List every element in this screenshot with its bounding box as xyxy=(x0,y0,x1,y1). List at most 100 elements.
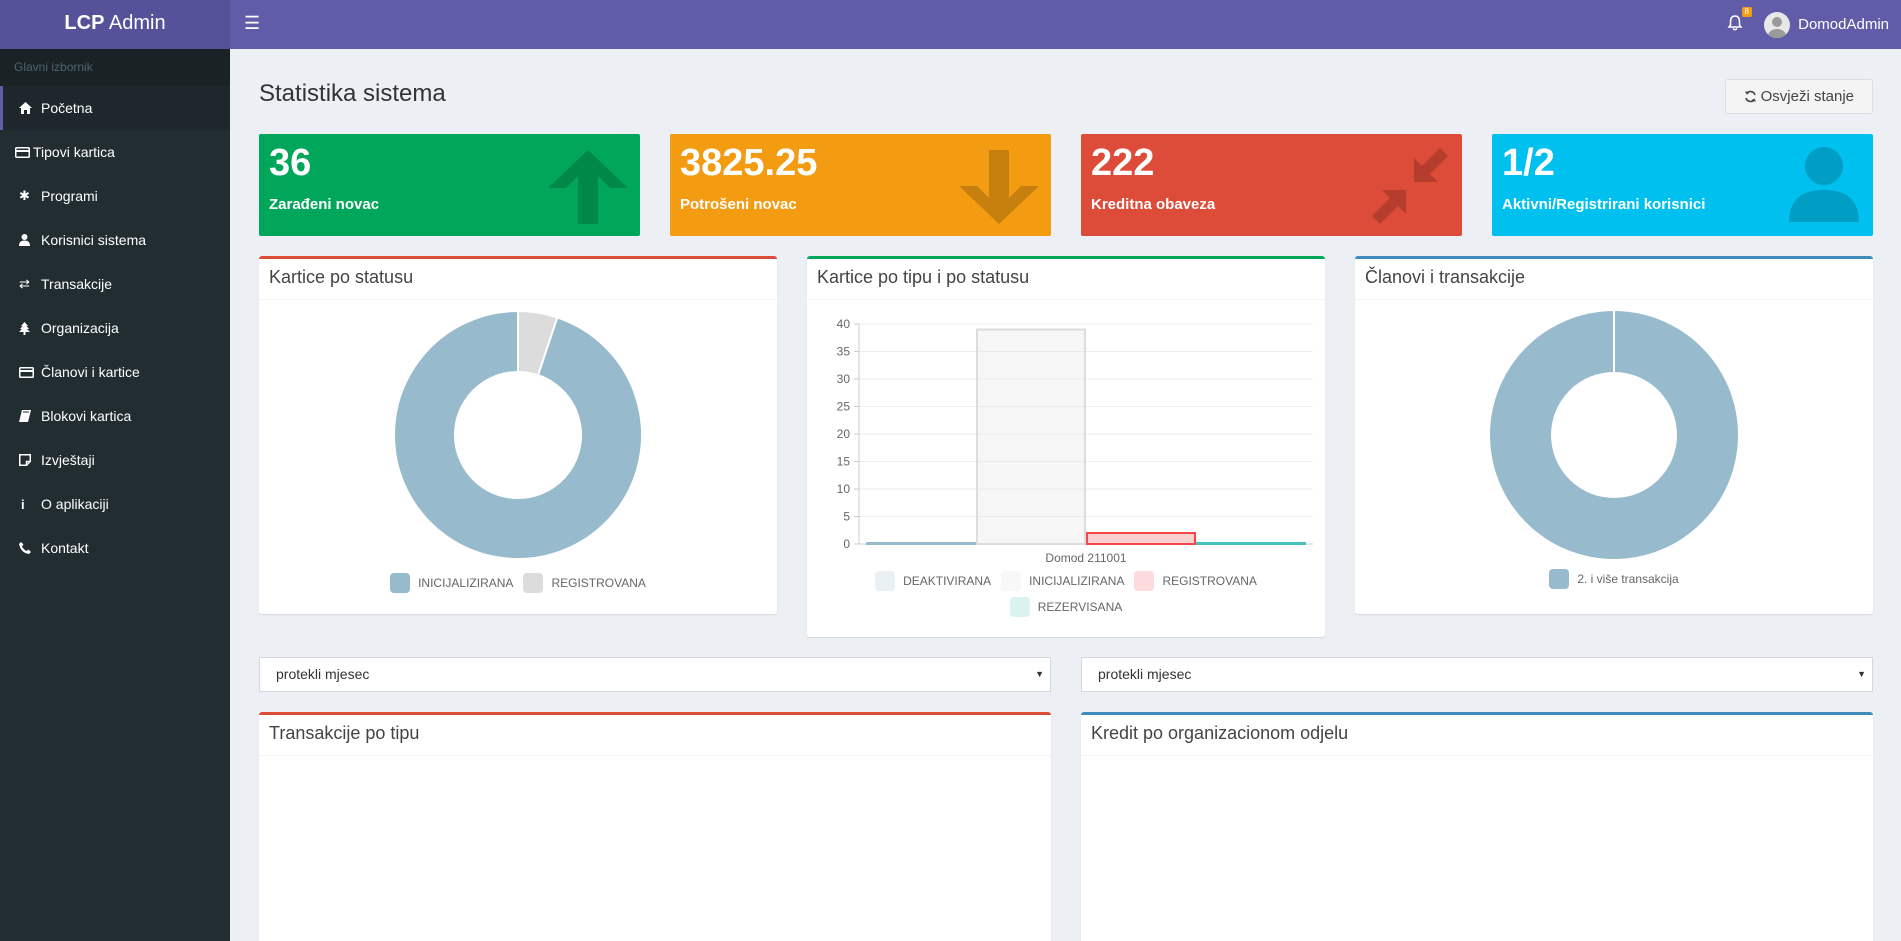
sidebar-item-organizacija[interactable]: Organizacija xyxy=(0,306,230,350)
select-value: protekli mjesec xyxy=(1098,666,1192,682)
stat-value: 36 xyxy=(269,142,312,184)
refresh-button[interactable]: Osvježi stanje xyxy=(1724,79,1873,114)
box-members-transactions: Članovi i transakcije 2. i više transakc… xyxy=(1355,256,1873,614)
sidebar-item-transakcije[interactable]: ⇄ Transakcije xyxy=(0,262,230,306)
tree-icon xyxy=(19,321,41,335)
compress-icon xyxy=(1372,148,1448,224)
box-credit-by-unit: Kredit po organizacionom odjelu xyxy=(1081,712,1873,941)
book-icon xyxy=(19,410,41,422)
user-icon xyxy=(1789,147,1859,222)
sidebar-item-korisnici-sistema[interactable]: Korisnici sistema xyxy=(0,218,230,262)
avatar xyxy=(1764,11,1791,38)
chart-legend: DEAKTIVIRANA INICIJALIZIRANA REGISTROVANA R… xyxy=(807,571,1325,617)
stat-active-users: 1/2 Aktivni/Registrirani korisnici xyxy=(1492,134,1873,236)
sidebar: Glavni izbornik Početna Tipovi kartica ✱… xyxy=(0,49,230,941)
arrow-up-icon xyxy=(548,150,628,224)
refresh-icon xyxy=(1744,90,1756,103)
sidebar-item-label: Blokovi kartica xyxy=(41,408,132,424)
period-select-credit[interactable]: protekli mjesec ▼ xyxy=(1081,657,1873,692)
box-title: Članovi i transakcije xyxy=(1355,259,1873,300)
info-icon: i xyxy=(21,496,25,512)
legend-item: REGISTROVANA xyxy=(1134,571,1257,591)
box-title: Kartice po statusu xyxy=(259,259,777,300)
bar[interactable] xyxy=(866,542,976,545)
sidebar-item-label: Programi xyxy=(41,188,98,204)
caret-down-icon: ▼ xyxy=(1035,669,1044,679)
donut-chart-members-transactions xyxy=(1490,311,1738,559)
period-select-transactions[interactable]: protekli mjesec ▼ xyxy=(259,657,1051,692)
sidebar-item-label: Početna xyxy=(41,100,93,116)
bell-icon xyxy=(1727,15,1743,31)
stat-label: Potrošeni novac xyxy=(680,196,797,213)
asterisk-icon: ✱ xyxy=(19,188,30,203)
box-title: Kredit po organizacionom odjelu xyxy=(1081,715,1873,756)
sidebar-item-label: Izvještaji xyxy=(41,452,95,468)
legend-label: DEAKTIVIRANA xyxy=(903,574,992,588)
stat-label: Aktivni/Registrirani korisnici xyxy=(1502,196,1706,213)
legend-item: REGISTROVANA xyxy=(523,573,646,593)
sidebar-item-o-aplikaciji[interactable]: i O aplikaciji xyxy=(0,482,230,526)
y-tick-label: 10 xyxy=(837,482,851,496)
stat-label: Kreditna obaveza xyxy=(1091,196,1216,213)
y-tick-label: 35 xyxy=(837,345,851,359)
sidebar-item-label: O aplikaciji xyxy=(41,496,109,512)
bar[interactable] xyxy=(976,328,1086,545)
bar[interactable] xyxy=(1196,542,1306,545)
stat-value: 3825.25 xyxy=(680,142,818,184)
legend-item: INICIJALIZIRANA xyxy=(390,573,513,593)
y-tick-label: 5 xyxy=(843,510,850,524)
legend-label: REGISTROVANA xyxy=(551,576,646,590)
logo-bold: LCP xyxy=(64,12,105,34)
sticky-note-icon xyxy=(19,454,41,466)
legend-label: REGISTROVANA xyxy=(1162,574,1257,588)
y-tick-label: 0 xyxy=(843,537,850,551)
username: DomodAdmin xyxy=(1798,16,1889,33)
legend-swatch xyxy=(1001,571,1022,591)
sidebar-item-label: Tipovi kartica xyxy=(33,144,115,160)
credit-card-icon xyxy=(19,366,41,378)
stat-value: 222 xyxy=(1091,142,1155,184)
stat-value: 1/2 xyxy=(1502,142,1555,184)
stat-earned-money: 36 Zarađeni novac xyxy=(259,134,640,236)
legend-label: REZERVISANA xyxy=(1037,600,1123,614)
sidebar-item-label: Korisnici sistema xyxy=(41,232,147,248)
app-logo[interactable]: LCP Admin xyxy=(0,0,230,49)
credit-card-icon xyxy=(15,146,33,158)
sidebar-item-programi[interactable]: ✱ Programi xyxy=(0,174,230,218)
sidebar-item-izvjestaji[interactable]: Izvještaji xyxy=(0,438,230,482)
user-menu[interactable]: DomodAdmin xyxy=(1764,0,1889,49)
y-tick-label: 15 xyxy=(837,455,851,469)
caret-down-icon: ▼ xyxy=(1857,669,1866,679)
legend-swatch xyxy=(1549,569,1570,589)
stat-spent-money: 3825.25 Potrošeni novac xyxy=(670,134,1051,236)
sidebar-item-blokovi-kartica[interactable]: Blokovi kartica xyxy=(0,394,230,438)
pie-slice[interactable] xyxy=(517,309,559,377)
sidebar-item-tipovi-kartica[interactable]: Tipovi kartica xyxy=(0,130,230,174)
sidebar-item-clanovi-i-kartice[interactable]: Članovi i kartice xyxy=(0,350,230,394)
logo-text: Admin xyxy=(104,12,166,34)
exchange-icon: ⇄ xyxy=(19,276,30,291)
x-tick-label: Domod 211001 xyxy=(1045,551,1126,565)
legend-label: INICIJALIZIRANA xyxy=(1029,574,1125,588)
sidebar-item-kontakt[interactable]: Kontakt xyxy=(0,526,230,570)
sidebar-item-label: Kontakt xyxy=(41,540,89,556)
phone-icon xyxy=(19,542,41,554)
pie-slice[interactable] xyxy=(393,309,643,560)
sidebar-item-label: Članovi i kartice xyxy=(41,364,140,380)
notifications-button[interactable]: 8 xyxy=(1726,7,1752,34)
box-cards-by-status: Kartice po statusu INICIJALIZIRANA REGIST… xyxy=(259,256,777,614)
pie-slice[interactable] xyxy=(1490,311,1738,559)
chart-legend: INICIJALIZIRANA REGISTROVANA xyxy=(259,573,777,593)
bar[interactable] xyxy=(1086,532,1196,545)
bars-icon[interactable]: ☰ xyxy=(244,13,261,33)
legend-label: 2. i više transakcija xyxy=(1577,572,1679,586)
legend-swatch xyxy=(390,573,411,593)
box-cards-by-type-status: Kartice po tipu i po statusu 0 5 10 15 20 25 3… xyxy=(807,256,1325,637)
legend-swatch xyxy=(875,571,896,591)
page-title: Statistika sistema xyxy=(259,80,446,107)
legend-item: REZERVISANA xyxy=(1009,597,1123,617)
legend-swatch xyxy=(1134,571,1155,591)
sidebar-item-pocetna[interactable]: Početna xyxy=(0,86,230,130)
notification-count-badge: 8 xyxy=(1741,7,1752,17)
select-value: protekli mjesec xyxy=(276,666,370,682)
